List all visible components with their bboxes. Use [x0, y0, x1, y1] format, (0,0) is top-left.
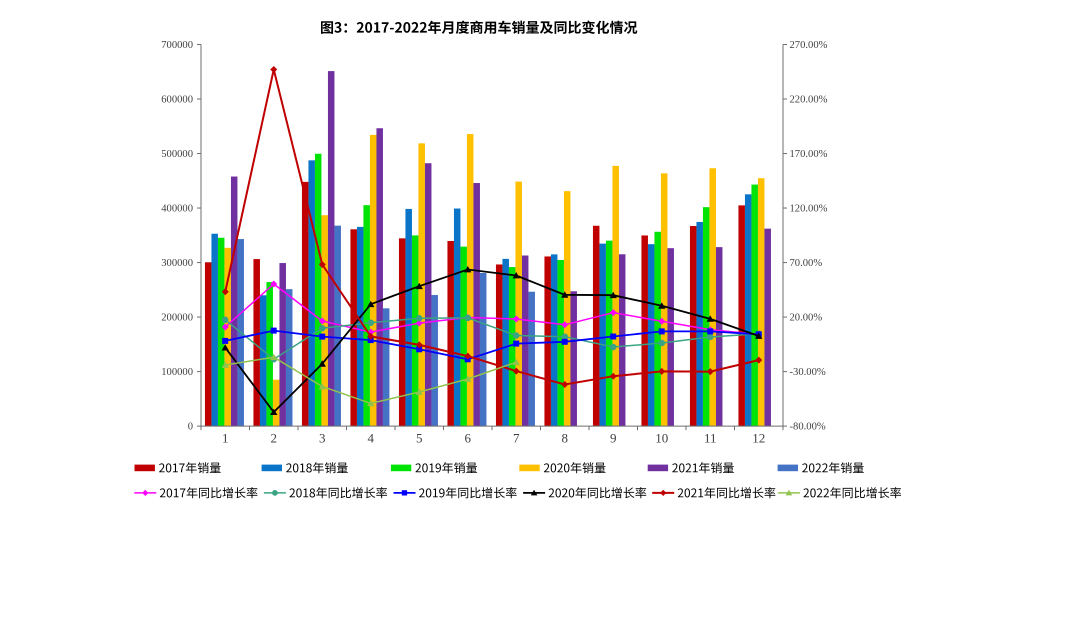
- svg-text:5: 5: [416, 431, 423, 446]
- svg-text:1: 1: [222, 431, 229, 446]
- svg-text:120.00%: 120.00%: [790, 203, 828, 214]
- svg-text:2: 2: [271, 431, 278, 446]
- svg-text:11: 11: [704, 431, 717, 446]
- svg-text:200000: 200000: [161, 312, 193, 323]
- svg-text:8: 8: [562, 431, 569, 446]
- svg-text:100000: 100000: [161, 367, 193, 378]
- svg-text:4: 4: [368, 431, 375, 446]
- svg-text:170.00%: 170.00%: [790, 149, 828, 160]
- svg-text:400000: 400000: [161, 203, 193, 214]
- svg-text:3: 3: [319, 431, 326, 446]
- svg-text:70.00%: 70.00%: [790, 258, 823, 269]
- svg-text:10: 10: [655, 431, 668, 446]
- svg-text:270.00%: 270.00%: [790, 40, 828, 51]
- svg-text:700000: 700000: [161, 40, 193, 51]
- svg-text:500000: 500000: [161, 149, 193, 160]
- svg-text:220.00%: 220.00%: [790, 94, 828, 105]
- svg-text:300000: 300000: [161, 258, 193, 269]
- svg-text:0: 0: [188, 422, 193, 433]
- svg-text:600000: 600000: [161, 94, 193, 105]
- svg-text:7: 7: [513, 431, 520, 446]
- svg-text:20.00%: 20.00%: [790, 312, 823, 323]
- svg-text:-80.00%: -80.00%: [790, 422, 826, 433]
- svg-text:6: 6: [465, 431, 472, 446]
- svg-text:-30.00%: -30.00%: [790, 367, 826, 378]
- svg-text:9: 9: [610, 431, 617, 446]
- svg-text:12: 12: [752, 431, 765, 446]
